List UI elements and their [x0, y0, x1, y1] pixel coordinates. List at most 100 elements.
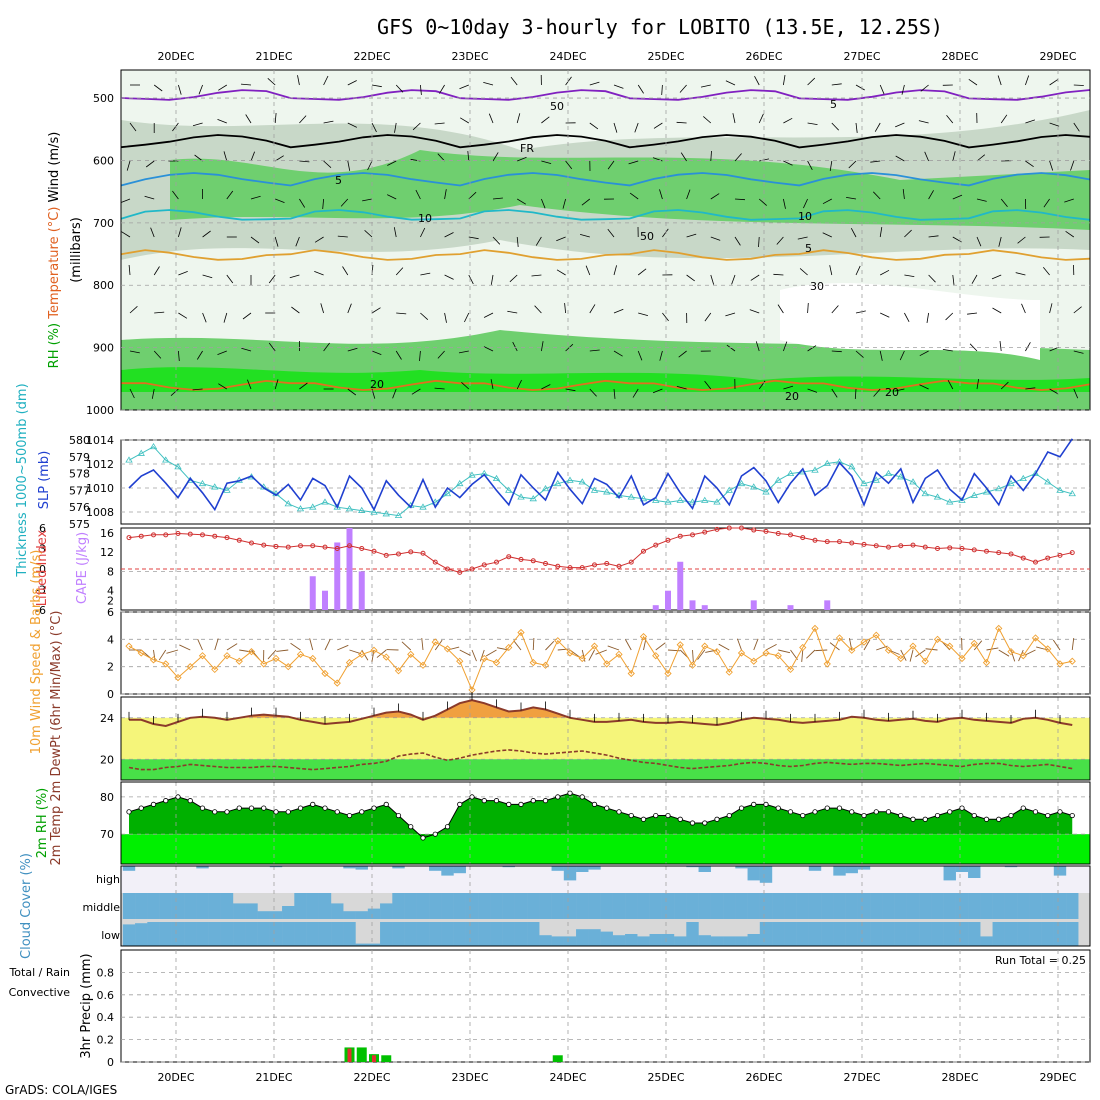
wind-barb — [483, 346, 494, 352]
wind-barb — [1064, 198, 1074, 203]
wind-tick-2: 2 — [107, 661, 114, 674]
cloud-middle-bar — [735, 893, 748, 919]
rh2m-marker — [996, 816, 1002, 822]
wind-barb — [371, 350, 382, 355]
wind-barb — [829, 160, 833, 171]
wind-barb — [461, 382, 470, 390]
bottom-date-21DEC: 21DEC — [255, 1071, 292, 1084]
wind-barb — [126, 160, 131, 171]
top-date-24DEC: 24DEC — [549, 50, 586, 63]
wind-barb — [194, 154, 203, 162]
lifted-index-marker — [922, 544, 928, 550]
wind10m-barb — [909, 649, 914, 662]
lifted-index-marker — [653, 542, 659, 548]
wind-barb — [172, 122, 179, 132]
wind-barb — [854, 388, 857, 400]
wind-barb — [1049, 122, 1060, 127]
lifted-index-marker — [947, 545, 953, 551]
wind-barb — [879, 84, 885, 95]
temp-tick-24: 24 — [100, 712, 114, 725]
cloud-layer-high: high — [96, 873, 120, 886]
cloud-low-bar — [184, 922, 197, 946]
wind10m-barb — [806, 649, 816, 659]
wind-barb — [731, 274, 736, 285]
thickness-marker — [358, 506, 366, 513]
rh2m-marker — [530, 798, 536, 804]
thickness-marker — [848, 463, 856, 470]
cloud-middle-bar — [1066, 893, 1079, 919]
precip-total-bar — [356, 1047, 367, 1062]
wind-barb — [556, 236, 566, 242]
cloud-low-bar — [710, 936, 724, 946]
wind-barb — [942, 349, 953, 352]
cloud-middle-bar — [135, 893, 148, 919]
wind10m-barb — [309, 638, 314, 651]
temp-band-cool — [121, 759, 1090, 780]
lifted-index-marker — [751, 527, 757, 533]
cloud-low-bar — [784, 922, 797, 946]
thickness-tick-580: 580 — [69, 434, 90, 447]
cloud-low-bar — [919, 922, 932, 946]
cloud-low-bar — [478, 922, 491, 946]
pressure-tick-800: 800 — [93, 279, 114, 292]
thickness-marker — [664, 498, 672, 505]
dewpt2m-line — [128, 749, 1073, 771]
wind10m-barb — [197, 638, 203, 651]
cloud-high-bar — [355, 866, 368, 870]
cloud-low-bar — [318, 922, 332, 946]
wind10m-barb — [557, 648, 570, 651]
lifted-index-marker — [285, 544, 291, 550]
cloud-high-bar — [392, 866, 405, 869]
wind10m-barb — [973, 640, 983, 651]
wind-barb — [439, 84, 445, 94]
cape-bar — [652, 605, 659, 610]
cloud-low-bar — [147, 922, 160, 946]
cloud-low-bar — [772, 922, 785, 946]
lifted-index-marker — [359, 546, 365, 551]
wind-barb — [393, 227, 397, 238]
rh2m-marker — [824, 805, 830, 811]
wind-barb — [589, 122, 599, 130]
wind-barb — [895, 155, 905, 162]
wind10m-marker — [958, 654, 966, 663]
cloud-middle-bar — [1017, 893, 1030, 919]
wind10m-barb — [1024, 649, 1036, 656]
thickness-marker — [762, 488, 770, 495]
cloud-high-bar — [502, 866, 515, 868]
cloud-middle-bar — [380, 903, 393, 919]
thickness-marker — [982, 488, 991, 495]
bottom-date-25DEC: 25DEC — [647, 1071, 684, 1084]
precip-tick-0.6: 0.6 — [97, 989, 115, 1002]
thickness-marker — [149, 442, 158, 450]
wind-tick-0: 0 — [107, 688, 114, 701]
rh2m-marker — [383, 801, 389, 807]
wind-barb — [420, 312, 429, 320]
cloud-middle-bar — [1053, 893, 1067, 919]
wind10m-marker — [211, 665, 219, 674]
wind-barb — [178, 271, 188, 276]
wind10m-marker — [799, 643, 807, 652]
wind10m-marker — [639, 632, 648, 641]
rh2m-marker — [971, 812, 977, 819]
cloud-low-bar — [539, 935, 552, 946]
thickness-tick-576: 576 — [69, 501, 90, 514]
cloud-low-bar — [306, 922, 319, 946]
cloud-low-bar — [955, 922, 969, 946]
rh2m-marker — [1057, 809, 1063, 815]
cloud-high-bar — [551, 866, 564, 871]
wind-barb — [509, 274, 518, 283]
cloud-middle-bar — [943, 893, 956, 919]
cloud-low-bar — [367, 943, 381, 946]
upper-air-ylabel: RH (%) Temperature (°C) Wind (m/s) — [47, 132, 62, 369]
rh2m-marker — [640, 816, 647, 822]
thickness-marker — [443, 489, 452, 497]
wind-barb — [928, 274, 936, 283]
rh-band-dry — [780, 283, 1040, 360]
cape-bar — [334, 542, 341, 610]
lifted-index-marker — [163, 532, 169, 538]
wind-barb — [676, 121, 687, 124]
thickness-marker — [125, 456, 133, 463]
cape-tick-16: 16 — [100, 527, 114, 540]
wind-barb — [855, 84, 865, 91]
wind-barb — [637, 350, 643, 361]
